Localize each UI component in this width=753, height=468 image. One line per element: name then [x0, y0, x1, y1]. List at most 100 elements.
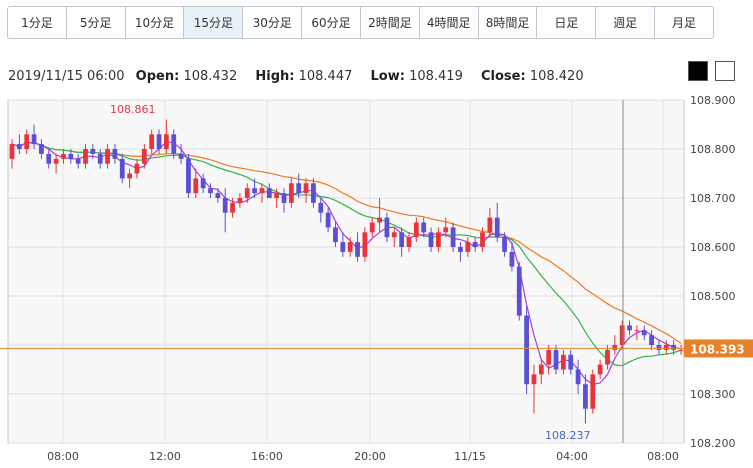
candle-body [193, 178, 199, 194]
candle-body [524, 315, 530, 385]
candle-body [318, 202, 324, 213]
candle-body [391, 232, 397, 238]
candle-body [200, 178, 206, 189]
candle [311, 178, 316, 208]
candle-body [663, 345, 669, 350]
tab-timeframe-0[interactable]: 1分足 [8, 7, 67, 38]
candle-body [362, 232, 368, 257]
tab-timeframe-10[interactable]: 週足 [596, 7, 656, 38]
candle [288, 178, 294, 208]
ohlc-datetime: 2019/11/15 06:00 [8, 69, 125, 84]
tab-timeframe-11[interactable]: 月足 [672, 16, 697, 30]
candle [266, 183, 272, 198]
candle [494, 202, 500, 243]
candle [75, 153, 81, 169]
candle-body [259, 188, 265, 194]
candle [656, 340, 662, 355]
candle-body [619, 325, 625, 345]
candle [436, 227, 441, 252]
tab-timeframe-7[interactable]: 4時間足 [420, 7, 479, 38]
candle-body [61, 153, 66, 159]
tab-timeframe-1[interactable]: 5分足 [67, 7, 126, 38]
candle [68, 149, 74, 164]
x-tick-label: 12:00 [149, 450, 181, 463]
candle-body [605, 349, 610, 365]
candle [347, 237, 353, 257]
candle [134, 158, 140, 179]
candle-body [215, 193, 221, 198]
low-marker-label: 108.237 [545, 429, 591, 442]
candle-body [119, 158, 125, 179]
x-tick-label: 04:00 [556, 450, 588, 463]
tab-timeframe-3[interactable]: 15分足 [184, 7, 244, 38]
open-value: 108.432 [183, 69, 238, 84]
candle-body [421, 222, 427, 233]
tab-timeframe-6[interactable]: 2時間足 [361, 7, 420, 38]
candle-body [487, 217, 493, 233]
tab-timeframe-4[interactable]: 30分足 [243, 7, 303, 38]
candle [141, 144, 147, 169]
candle [612, 335, 618, 355]
candle [303, 178, 309, 203]
tab-timeframe-2[interactable]: 10分足 [126, 7, 185, 38]
y-tick-label: 108.600 [690, 241, 736, 254]
candle [230, 198, 235, 218]
x-tick-label: 08:00 [47, 450, 79, 463]
tab-timeframe-8[interactable]: 8時間足 [479, 7, 538, 38]
candle-body [303, 183, 309, 194]
candle-body [333, 227, 338, 243]
y-tick-label: 108.700 [690, 192, 736, 205]
candle-body [31, 134, 37, 145]
candle-body [9, 144, 15, 159]
candle-body [163, 134, 169, 149]
candle [531, 364, 537, 414]
candle [538, 359, 544, 385]
candle [252, 178, 257, 198]
candle-body [531, 374, 537, 385]
tab-timeframe-9[interactable]: 日足 [537, 7, 597, 38]
candle [450, 222, 456, 252]
candle-body [480, 232, 485, 247]
candle-body [384, 217, 390, 238]
candle [259, 183, 265, 203]
candlestick-chart[interactable]: 108.200108.300108.400108.500108.600108.7… [0, 90, 753, 468]
candle [61, 149, 66, 164]
candle-body [288, 183, 294, 203]
candle-body [24, 134, 30, 149]
light-theme-button[interactable] [715, 61, 735, 81]
candle-body [75, 158, 81, 164]
candle-body [244, 188, 250, 198]
candle [186, 153, 191, 198]
candle [597, 359, 603, 380]
dark-theme-button[interactable] [688, 61, 708, 81]
candle-body [274, 193, 280, 198]
candle [634, 325, 640, 341]
candle [377, 198, 382, 233]
candle [509, 242, 515, 272]
candle [222, 188, 228, 233]
candle-body [311, 183, 316, 203]
candle-body [156, 134, 162, 149]
candle [127, 168, 133, 189]
candle [605, 345, 610, 370]
candle [384, 212, 390, 243]
tab-timeframe-5[interactable]: 60分足 [302, 7, 361, 38]
x-tick-label: 20:00 [354, 450, 386, 463]
high-label: High: [255, 69, 295, 84]
candle [325, 207, 331, 233]
x-tick-label: 08:00 [647, 450, 679, 463]
candle [406, 232, 412, 252]
candle-body [340, 242, 346, 252]
candle [465, 237, 471, 257]
candle-body [575, 369, 581, 385]
candle [237, 193, 243, 208]
candle [575, 359, 581, 394]
candle-body [678, 349, 684, 351]
candle-body [443, 227, 449, 233]
candle [24, 129, 30, 154]
candle [178, 144, 184, 164]
candle [105, 144, 110, 169]
x-tick-label: 16:00 [251, 450, 283, 463]
candle [516, 261, 522, 321]
candle [83, 144, 88, 169]
